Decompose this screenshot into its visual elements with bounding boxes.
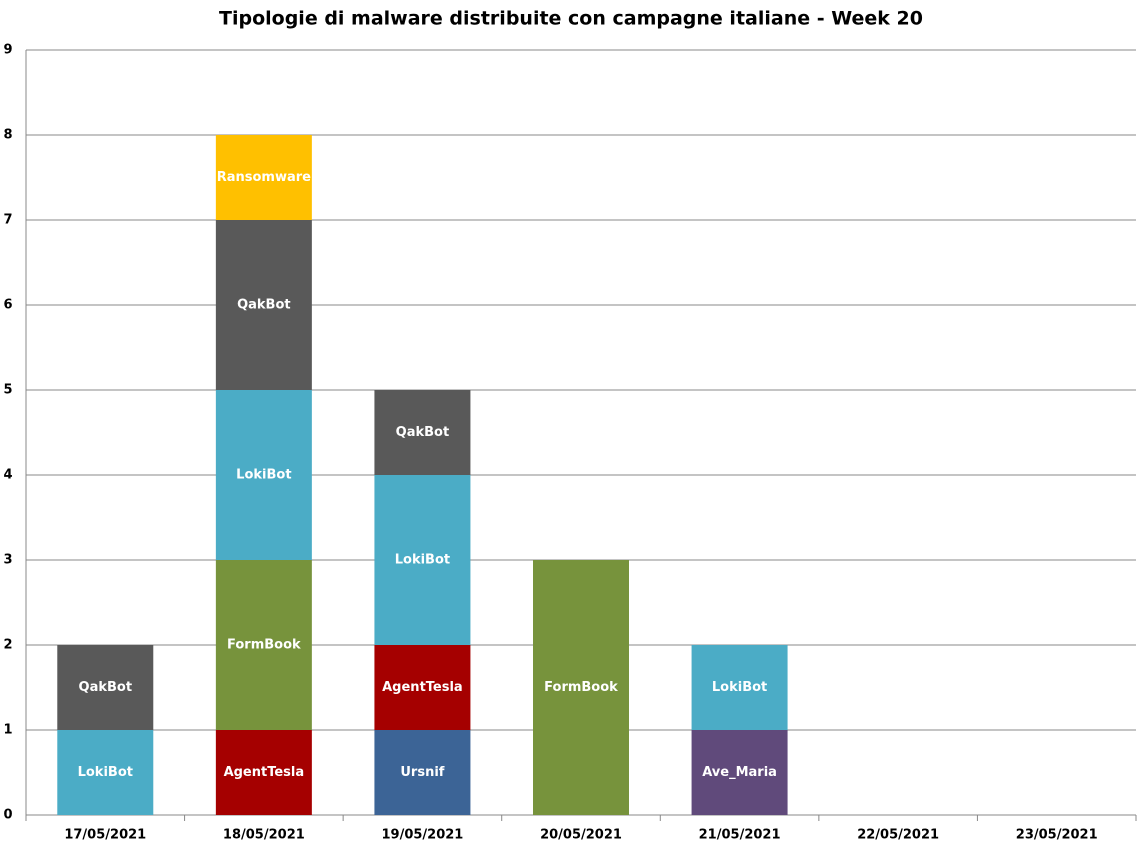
bar-segment <box>215 220 312 390</box>
segment-label: QakBot <box>79 680 133 695</box>
y-tick-label: 0 <box>3 808 12 823</box>
segment-label: LokiBot <box>712 680 767 695</box>
bar-segment <box>691 645 788 730</box>
y-tick-label: 2 <box>3 638 12 653</box>
segment-label: AgentTesla <box>224 765 305 780</box>
y-tick-label: 3 <box>3 553 12 568</box>
x-tick-label: 20/05/2021 <box>540 828 622 843</box>
segment-label: LokiBot <box>78 765 133 780</box>
y-tick-label: 4 <box>3 468 12 483</box>
y-tick-label: 8 <box>3 128 12 143</box>
bar-segment <box>57 730 154 815</box>
segment-label: Ave_Maria <box>702 765 777 780</box>
y-tick-label: 6 <box>3 298 12 313</box>
segment-label: FormBook <box>227 638 301 653</box>
bar-segment <box>691 730 788 815</box>
bar-segment <box>374 390 471 475</box>
y-tick-label: 1 <box>3 723 12 738</box>
x-tick-label: 19/05/2021 <box>381 828 463 843</box>
bar-segment <box>215 560 312 730</box>
y-tick-label: 5 <box>3 383 12 398</box>
chart-title: Tipologie di malware distribuite con cam… <box>219 8 923 30</box>
segment-label: FormBook <box>544 680 618 695</box>
bar-segment <box>533 560 629 815</box>
x-tick-label: 21/05/2021 <box>699 828 781 843</box>
segment-label: QakBot <box>237 298 291 313</box>
y-tick-label: 7 <box>3 213 12 228</box>
bar-segment <box>374 475 471 645</box>
segment-label: LokiBot <box>236 468 291 483</box>
y-tick-label: 9 <box>3 43 12 58</box>
segment-label: AgentTesla <box>382 680 463 695</box>
segment-label: LokiBot <box>395 553 450 568</box>
bar-segment <box>374 730 471 815</box>
bar-segment <box>57 645 154 730</box>
bar-segment <box>374 645 471 730</box>
x-tick-label: 17/05/2021 <box>64 828 146 843</box>
x-tick-label: 22/05/2021 <box>857 828 939 843</box>
segment-label: Ransomware <box>217 170 311 185</box>
x-tick-label: 23/05/2021 <box>1016 828 1098 843</box>
segment-label: Ursnif <box>400 765 444 780</box>
x-tick-label: 18/05/2021 <box>223 828 305 843</box>
segment-label: QakBot <box>396 425 450 440</box>
bar-segment <box>215 390 312 560</box>
bar-segment <box>215 730 312 815</box>
bar-segment <box>215 135 312 220</box>
